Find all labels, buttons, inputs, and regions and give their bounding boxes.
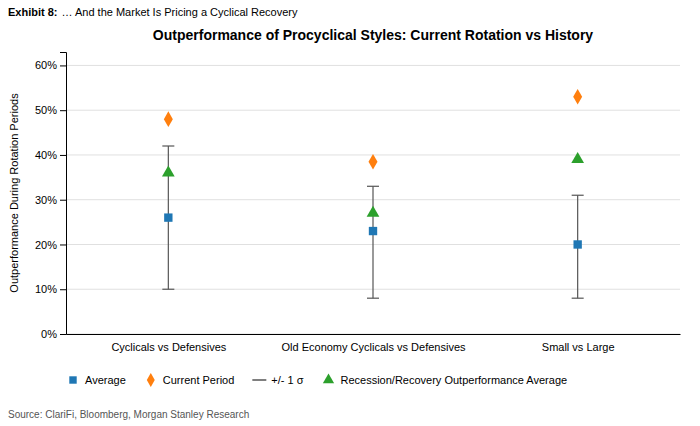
exhibit-text: … And the Market Is Pricing a Cyclical R… xyxy=(62,6,298,18)
error-bar xyxy=(372,186,373,298)
tick: Small vs Large xyxy=(542,341,615,353)
error-cap xyxy=(572,195,584,196)
point xyxy=(164,111,173,127)
legend-swatch xyxy=(69,376,76,383)
point xyxy=(369,154,378,170)
point xyxy=(573,89,582,105)
point xyxy=(162,166,175,177)
tick-mark xyxy=(60,334,66,335)
tick: Cyclicals vs Defensives xyxy=(111,341,226,353)
tick-label: Old Economy Cyclicals vs Defensives xyxy=(281,341,466,353)
axis-line xyxy=(60,53,67,335)
tick-label: Small vs Large xyxy=(542,341,615,353)
y-axis-title: Outperformance During Rotation Periods xyxy=(8,93,20,293)
legend: Average Current Period +/- 1 σ Recession/Re… xyxy=(69,373,567,387)
series xyxy=(162,152,584,217)
error-cap xyxy=(367,186,379,187)
tick: 10% xyxy=(35,283,66,295)
legend-swatch xyxy=(147,373,155,387)
tick-label: 40% xyxy=(35,149,57,161)
tick-label: 60% xyxy=(35,59,57,71)
point xyxy=(164,213,172,221)
legend-swatch xyxy=(323,373,334,383)
error-cap xyxy=(162,145,174,146)
grid-line xyxy=(66,110,680,111)
legend-label: Recession/Recovery Outperformance Averag… xyxy=(341,374,568,386)
tick-label: 30% xyxy=(35,194,57,206)
legend-item: Average xyxy=(69,374,125,386)
tick-mark xyxy=(60,200,66,201)
point xyxy=(571,152,584,163)
tick-mark xyxy=(60,244,66,245)
source: Source: ClariFi, Bloomberg, Morgan Stanl… xyxy=(8,409,249,420)
tick: 20% xyxy=(35,238,66,250)
tick-mark xyxy=(60,155,66,156)
tick-label: 20% xyxy=(35,238,57,250)
legend-item: Current Period xyxy=(147,373,235,387)
tick: 0% xyxy=(41,328,66,340)
tick: 40% xyxy=(35,149,66,161)
tick-mark xyxy=(60,110,66,111)
series xyxy=(164,89,582,169)
y-axis: 0% 10% 20% 30% 40% 50% 60% xyxy=(35,53,67,341)
tick-label: Cyclicals vs Defensives xyxy=(111,341,226,353)
tick-label: 50% xyxy=(35,104,57,116)
tick: 30% xyxy=(35,194,66,206)
error-cap xyxy=(162,289,174,290)
legend-item: +/- 1 σ xyxy=(252,374,303,386)
point xyxy=(367,206,380,217)
series xyxy=(164,213,582,248)
legend-label: Average xyxy=(85,374,126,386)
tick: 60% xyxy=(35,59,66,71)
title: Outperformance of Procyclical Styles: Cu… xyxy=(153,27,594,43)
tick-mark xyxy=(60,289,66,290)
tick-label: 0% xyxy=(41,328,57,340)
grid-line xyxy=(66,334,680,335)
x-axis: Cyclicals vs Defensives Old Economy Cycli… xyxy=(67,335,681,353)
tick-mark xyxy=(60,65,66,66)
legend-swatch xyxy=(252,379,266,381)
error-cap xyxy=(572,298,584,299)
grid xyxy=(66,65,680,334)
tick: Old Economy Cyclicals vs Defensives xyxy=(281,341,466,353)
legend-label: Current Period xyxy=(163,374,235,386)
tick: 50% xyxy=(35,104,66,116)
grid-line xyxy=(66,65,680,66)
exhibit-label: Exhibit 8: xyxy=(8,6,58,18)
plot-area xyxy=(162,89,584,298)
legend-item: Recession/Recovery Outperformance Averag… xyxy=(323,373,567,385)
error-bars xyxy=(162,146,583,298)
error-cap xyxy=(367,298,379,299)
chart: 0% 10% 20% 30% 40% 50% 60% Cyclicals vs Defensi… xyxy=(0,0,700,426)
tick-label: 10% xyxy=(35,283,57,295)
point xyxy=(573,240,581,248)
axis-line xyxy=(67,334,681,335)
legend-label: +/- 1 σ xyxy=(271,374,303,386)
point xyxy=(369,227,377,235)
